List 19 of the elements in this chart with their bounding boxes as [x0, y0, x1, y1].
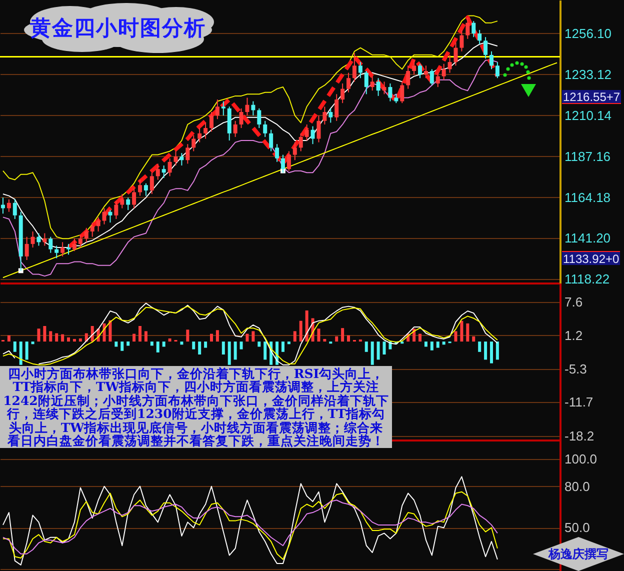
y-tick-label: 1.2	[564, 328, 583, 343]
y-tick-label: 50.0	[564, 520, 590, 536]
text: 1133.92+0	[562, 251, 620, 266]
y-tick-label: -11.7	[564, 394, 594, 410]
y-tick-label: 1118.22	[564, 272, 610, 287]
y-tick-label: 1187.16	[564, 148, 611, 164]
text: 1216.55+7	[562, 90, 622, 104]
y-tick-label: 80.0	[564, 478, 590, 494]
annotation: 四小时方面布林带张口向下，金价沿着下轨下行，RSI勾头向上，TT指标向下，TW指标向下，四小时方面看震荡调整，上方关注1242附近压制；小时线方面布林带向下张口，金价同样沿着下轨下行，连续下跌之后受到1230附近支撑，金价震荡上行，TT指标勾头向上，TW指标出现见底信号，小时线方面看震荡调整；综合来看日内白盘金价看震荡调整并不看答复下跌，重点关注晚间走势！	[0, 366, 392, 448]
y-tick-label: 1164.18	[564, 190, 611, 205]
text: 黄金四小时图分析	[29, 14, 207, 42]
y-tick-label: -5.3	[564, 362, 587, 377]
y-tick-label: -18.2	[564, 428, 594, 444]
y-tick-label: 1210.14	[564, 108, 612, 123]
y-tick-label: 100.0	[564, 451, 598, 466]
y-tick-label: 1233.12	[564, 66, 612, 82]
y-tick-label: 1141.20	[564, 230, 611, 246]
y-tick-label: 7.6	[564, 294, 583, 310]
y-tick-label: 1256.10	[564, 26, 612, 41]
